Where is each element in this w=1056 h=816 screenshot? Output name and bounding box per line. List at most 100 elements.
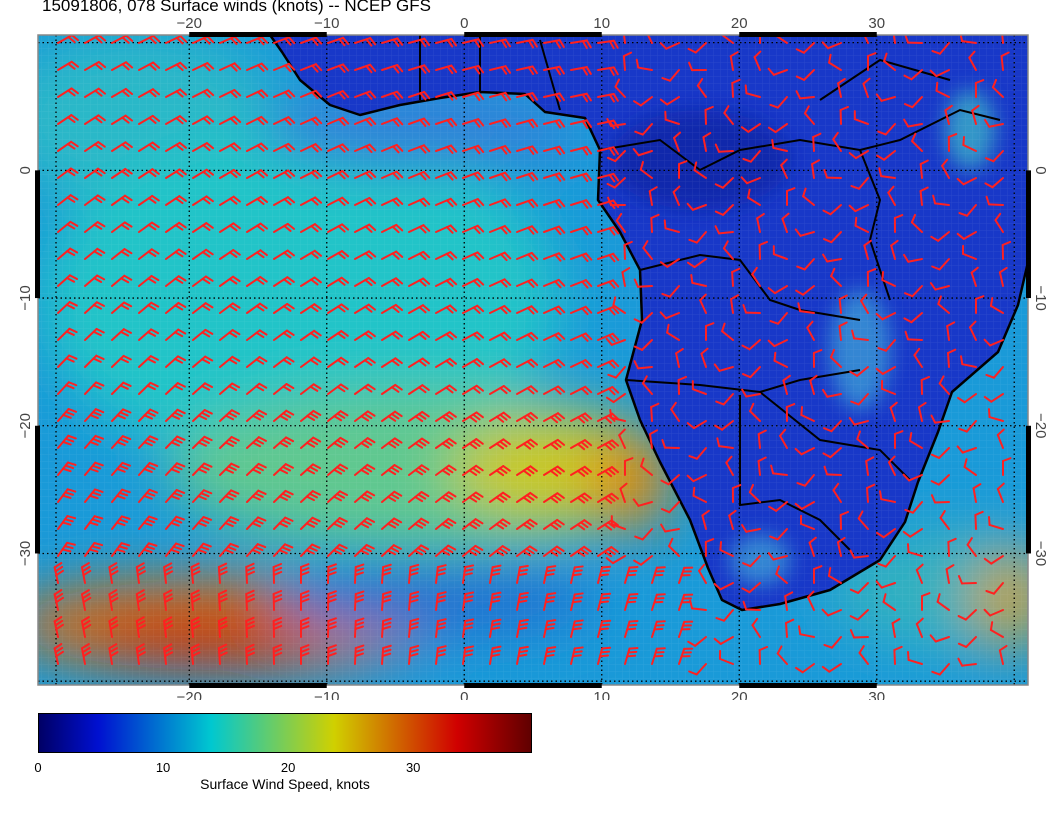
wind-barb xyxy=(300,169,323,180)
wind-barb xyxy=(958,204,977,217)
wind-barb xyxy=(570,385,593,396)
wind-barb xyxy=(668,537,680,557)
wind-barb xyxy=(985,195,1004,206)
wind-barb xyxy=(963,458,977,476)
wind-barb xyxy=(192,382,214,395)
wind-barb xyxy=(649,429,659,449)
wind-barb xyxy=(639,160,653,179)
wind-barb xyxy=(462,224,485,235)
wind-barb xyxy=(570,199,593,209)
wind-barb xyxy=(138,328,160,341)
wind-barb xyxy=(919,159,929,179)
wind-barb xyxy=(138,141,160,152)
wind-barb xyxy=(111,167,133,179)
latitude-tick-label: −20 xyxy=(1032,413,1049,438)
wind-barb xyxy=(435,564,447,584)
wind-barb xyxy=(462,591,475,611)
wind-barb xyxy=(489,491,511,503)
wind-barb xyxy=(741,339,761,351)
wind-barb xyxy=(910,213,923,233)
wind-barb xyxy=(956,445,977,454)
scale-bar-segment xyxy=(35,170,40,299)
wind-barb xyxy=(757,456,767,476)
wind-barb xyxy=(381,464,403,476)
wind-barb xyxy=(462,518,484,530)
wind-barb xyxy=(632,498,653,507)
wind-barb xyxy=(246,142,269,152)
wind-barb xyxy=(408,410,430,423)
wind-barb xyxy=(273,62,296,73)
wind-barb xyxy=(354,357,376,368)
wind-barb xyxy=(849,629,869,639)
wind-barb xyxy=(435,491,457,503)
wind-barb xyxy=(663,219,680,233)
wind-barb xyxy=(1001,240,1012,260)
wind-barb xyxy=(381,410,403,422)
wind-barb xyxy=(163,616,174,638)
wind-barb xyxy=(882,593,896,611)
wind-barb xyxy=(666,323,680,341)
wind-barb xyxy=(543,385,566,395)
wind-barb xyxy=(462,618,475,638)
wind-barb xyxy=(408,464,430,476)
wind-barb xyxy=(84,515,104,530)
wind-barb xyxy=(272,589,283,611)
wind-barb xyxy=(489,171,512,182)
latitude-tick-label: −10 xyxy=(1032,285,1049,310)
wind-barb xyxy=(165,35,188,45)
wind-barb xyxy=(749,402,761,422)
wind-barb xyxy=(435,544,457,557)
wind-barb xyxy=(811,159,821,179)
wind-barb xyxy=(300,563,310,584)
wind-barb xyxy=(435,517,457,530)
wind-barb xyxy=(327,436,349,449)
wind-barb xyxy=(936,593,950,611)
wind-barb xyxy=(678,566,694,584)
wind-barb xyxy=(165,435,186,449)
wind-barb xyxy=(516,591,529,611)
wind-barb xyxy=(758,645,769,665)
wind-barb xyxy=(983,608,1004,617)
wind-barb xyxy=(300,63,323,73)
wind-barb xyxy=(881,271,896,287)
wind-barb xyxy=(570,646,584,665)
scale-bar-segment xyxy=(464,32,602,37)
wind-barb xyxy=(516,331,539,342)
longitude-tick-label: 10 xyxy=(593,689,610,700)
wind-barb xyxy=(192,302,214,314)
wind-barb xyxy=(408,197,431,207)
wind-barb xyxy=(381,37,404,47)
wind-barb xyxy=(408,90,431,101)
wind-barb xyxy=(84,114,106,125)
wind-barb xyxy=(354,644,365,665)
wind-barb xyxy=(597,332,620,343)
wind-barb xyxy=(543,305,566,315)
wind-barb xyxy=(919,186,929,206)
wind-barb xyxy=(408,437,430,449)
wind-barb xyxy=(219,89,242,99)
wind-barb xyxy=(272,562,283,584)
wind-barb xyxy=(138,355,159,368)
wind-barb xyxy=(81,643,92,665)
wind-barb xyxy=(661,439,680,449)
wind-barb xyxy=(408,644,420,665)
wind-barb xyxy=(659,96,680,106)
wind-barb xyxy=(489,305,512,315)
wind-barb xyxy=(690,273,707,287)
wind-barb xyxy=(570,439,593,451)
wind-barb xyxy=(111,515,131,530)
wind-barb xyxy=(462,464,484,476)
wind-barb xyxy=(435,304,458,314)
wind-barb xyxy=(327,36,350,47)
wind-barb xyxy=(809,374,818,395)
wind-barb xyxy=(713,636,734,645)
wind-barb xyxy=(381,223,404,234)
wind-barb xyxy=(408,563,420,584)
scale-bar-segment xyxy=(35,425,40,554)
wind-barb xyxy=(635,58,653,71)
wind-barb xyxy=(53,616,65,638)
wind-barb xyxy=(785,187,796,206)
wind-barb xyxy=(714,225,734,235)
wind-barb xyxy=(192,62,215,72)
wind-barb xyxy=(686,258,707,269)
